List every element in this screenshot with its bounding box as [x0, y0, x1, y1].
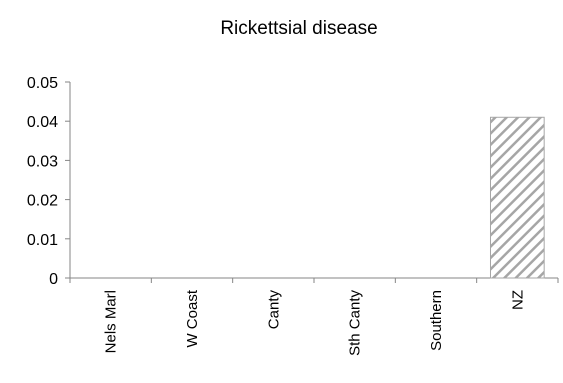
x-category-label: Nels Marl	[103, 290, 120, 353]
x-category-label: Canty	[265, 290, 282, 330]
x-category-label: Sth Canty	[347, 290, 364, 356]
y-tick-label: 0.01	[27, 232, 58, 249]
y-tick-label: 0.03	[27, 153, 58, 170]
bars	[489, 116, 545, 279]
y-tick-label: 0	[49, 271, 58, 288]
x-category-label: W Coast	[184, 289, 201, 347]
chart-title: Rickettsial disease	[220, 18, 377, 39]
y-axis: 0 0.01 0.02 0.03 0.04 0.05	[27, 75, 71, 288]
bar-nz	[489, 116, 545, 279]
y-tick-label: 0.05	[27, 75, 58, 92]
x-axis	[69, 277, 559, 283]
x-category-label: NZ	[509, 290, 526, 310]
category-labels: Nels Marl W Coast Canty Sth Canty Southern NZ	[103, 289, 527, 356]
y-tick-label: 0.02	[27, 193, 58, 210]
x-category-label: Southern	[428, 290, 445, 351]
y-tick-label: 0.04	[27, 114, 58, 131]
